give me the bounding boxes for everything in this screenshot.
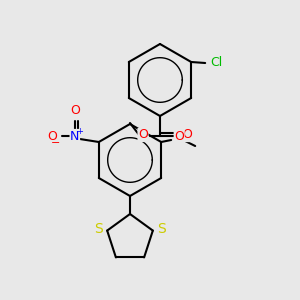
Text: O: O <box>138 128 148 142</box>
Text: S: S <box>158 222 166 236</box>
Text: +: + <box>76 127 83 136</box>
Text: Cl: Cl <box>210 56 222 70</box>
Text: −: − <box>51 138 61 148</box>
Text: O: O <box>47 130 57 142</box>
Text: N: N <box>70 130 80 142</box>
Text: O: O <box>174 130 184 142</box>
Text: O: O <box>70 103 80 116</box>
Text: O: O <box>182 128 192 142</box>
Text: S: S <box>94 222 103 236</box>
